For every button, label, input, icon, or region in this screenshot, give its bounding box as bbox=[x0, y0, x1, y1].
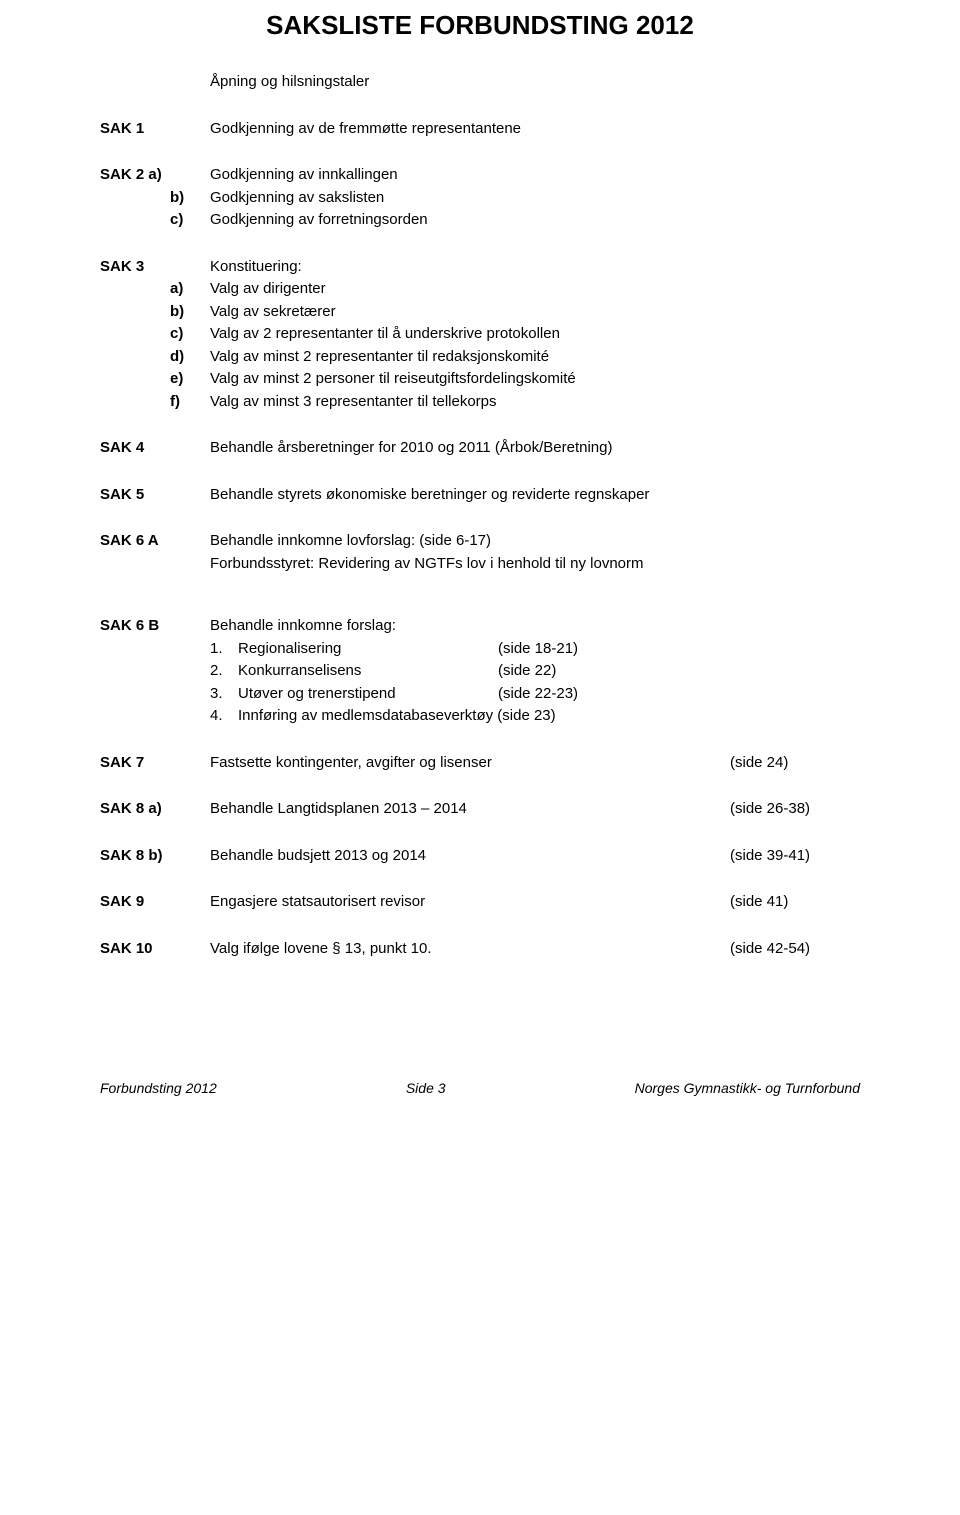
sak-3e-label: e) bbox=[100, 368, 210, 391]
sak-9: SAK 9 Engasjere statsautorisert revisor … bbox=[100, 891, 860, 914]
sak-3e-text: Valg av minst 2 personer til reiseutgift… bbox=[210, 368, 860, 391]
sak-2a-label: SAK 2 a) bbox=[100, 164, 210, 187]
sak-8b-side: (side 39-41) bbox=[730, 845, 860, 868]
sak-6b-item-3: 3. Utøver og trenerstipend (side 22-23) bbox=[210, 683, 860, 706]
sak-3f-label: f) bbox=[100, 391, 210, 414]
sak-1-label: SAK 1 bbox=[100, 118, 210, 141]
sak-6b-item-text: Regionalisering bbox=[238, 638, 498, 661]
sak-3-head: Konstituering: bbox=[210, 256, 860, 279]
sak-8a: SAK 8 a) Behandle Langtidsplanen 2013 – … bbox=[100, 798, 860, 821]
sak-6b-item-text: Innføring av medlemsdatabaseverktøy (sid… bbox=[238, 705, 556, 728]
sak-10-side: (side 42-54) bbox=[730, 938, 860, 961]
sak-7-side: (side 24) bbox=[730, 752, 860, 775]
footer-left: Forbundsting 2012 bbox=[100, 1080, 217, 1096]
opening-line: Åpning og hilsningstaler bbox=[210, 71, 860, 94]
sak-6b-item-side: (side 22) bbox=[498, 660, 556, 683]
sak-9-side: (side 41) bbox=[730, 891, 860, 914]
sak-2c-text: Godkjenning av forretningsorden bbox=[210, 209, 860, 232]
page-footer: Forbundsting 2012 Side 3 Norges Gymnasti… bbox=[100, 1080, 860, 1096]
sak-2a-text: Godkjenning av innkallingen bbox=[210, 164, 860, 187]
sak-3: SAK 3 Konstituering: a) Valg av dirigent… bbox=[100, 256, 860, 414]
sak-3d-label: d) bbox=[100, 346, 210, 369]
sak-8b: SAK 8 b) Behandle budsjett 2013 og 2014 … bbox=[100, 845, 860, 868]
sak-3-label: SAK 3 bbox=[100, 256, 210, 279]
sak-10-label: SAK 10 bbox=[100, 938, 210, 961]
sak-7-label: SAK 7 bbox=[100, 752, 210, 775]
sak-1: SAK 1 Godkjenning av de fremmøtte repres… bbox=[100, 118, 860, 141]
sak-3d-text: Valg av minst 2 representanter til redak… bbox=[210, 346, 860, 369]
footer-center: Side 3 bbox=[406, 1080, 446, 1096]
sak-4-label: SAK 4 bbox=[100, 437, 210, 460]
sak-6b-head: Behandle innkomne forslag: bbox=[210, 615, 860, 638]
sak-10: SAK 10 Valg ifølge lovene § 13, punkt 10… bbox=[100, 938, 860, 961]
sak-5: SAK 5 Behandle styrets økonomiske beretn… bbox=[100, 484, 860, 507]
sak-3f-text: Valg av minst 3 representanter til telle… bbox=[210, 391, 860, 414]
sak-9-text: Engasjere statsautorisert revisor bbox=[210, 891, 730, 914]
sak-6b: SAK 6 B Behandle innkomne forslag: 1. Re… bbox=[100, 615, 860, 728]
footer-right: Norges Gymnastikk- og Turnforbund bbox=[635, 1080, 860, 1096]
sak-1-text: Godkjenning av de fremmøtte representant… bbox=[210, 118, 860, 141]
sak-7-text: Fastsette kontingenter, avgifter og lise… bbox=[210, 752, 730, 775]
sak-10-text: Valg ifølge lovene § 13, punkt 10. bbox=[210, 938, 730, 961]
sak-2: SAK 2 a) Godkjenning av innkallingen b) … bbox=[100, 164, 860, 232]
sak-6a-line1: Behandle innkomne lovforslag: (side 6-17… bbox=[210, 530, 860, 553]
sak-6b-item-side: (side 18-21) bbox=[498, 638, 578, 661]
sak-3c-text: Valg av 2 representanter til å underskri… bbox=[210, 323, 860, 346]
sak-3b-text: Valg av sekretærer bbox=[210, 301, 860, 324]
sak-2b-text: Godkjenning av sakslisten bbox=[210, 187, 860, 210]
page-title: SAKSLISTE FORBUNDSTING 2012 bbox=[100, 10, 860, 41]
sak-6a-label: SAK 6 A bbox=[100, 530, 210, 553]
sak-6b-item-1: 1. Regionalisering (side 18-21) bbox=[210, 638, 860, 661]
sak-6b-item-text: Utøver og trenerstipend bbox=[238, 683, 498, 706]
sak-8a-label: SAK 8 a) bbox=[100, 798, 210, 821]
sak-6b-label: SAK 6 B bbox=[100, 615, 210, 638]
sak-6a: SAK 6 A Behandle innkomne lovforslag: (s… bbox=[100, 530, 860, 575]
sak-3a-label: a) bbox=[100, 278, 210, 301]
sak-6b-item-num: 3. bbox=[210, 683, 238, 706]
sak-5-text: Behandle styrets økonomiske beretninger … bbox=[210, 484, 860, 507]
sak-4-text: Behandle årsberetninger for 2010 og 2011… bbox=[210, 437, 860, 460]
sak-6b-item-num: 2. bbox=[210, 660, 238, 683]
sak-6b-item-4: 4. Innføring av medlemsdatabaseverktøy (… bbox=[210, 705, 860, 728]
sak-6b-item-num: 4. bbox=[210, 705, 238, 728]
sak-8b-text: Behandle budsjett 2013 og 2014 bbox=[210, 845, 730, 868]
sak-5-label: SAK 5 bbox=[100, 484, 210, 507]
sak-4: SAK 4 Behandle årsberetninger for 2010 o… bbox=[100, 437, 860, 460]
sak-9-label: SAK 9 bbox=[100, 891, 210, 914]
sak-8a-side: (side 26-38) bbox=[730, 798, 860, 821]
sak-6b-item-text: Konkurranselisens bbox=[238, 660, 498, 683]
sak-8b-label: SAK 8 b) bbox=[100, 845, 210, 868]
sak-6b-item-side: (side 22-23) bbox=[498, 683, 578, 706]
sak-3a-text: Valg av dirigenter bbox=[210, 278, 860, 301]
sak-2c-label: c) bbox=[100, 209, 210, 232]
sak-7: SAK 7 Fastsette kontingenter, avgifter o… bbox=[100, 752, 860, 775]
sak-6b-item-num: 1. bbox=[210, 638, 238, 661]
sak-2b-label: b) bbox=[100, 187, 210, 210]
sak-6a-line2: Forbundsstyret: Revidering av NGTFs lov … bbox=[210, 553, 860, 576]
sak-8a-text: Behandle Langtidsplanen 2013 – 2014 bbox=[210, 798, 730, 821]
sak-3b-label: b) bbox=[100, 301, 210, 324]
sak-6b-item-2: 2. Konkurranselisens (side 22) bbox=[210, 660, 860, 683]
sak-3c-label: c) bbox=[100, 323, 210, 346]
